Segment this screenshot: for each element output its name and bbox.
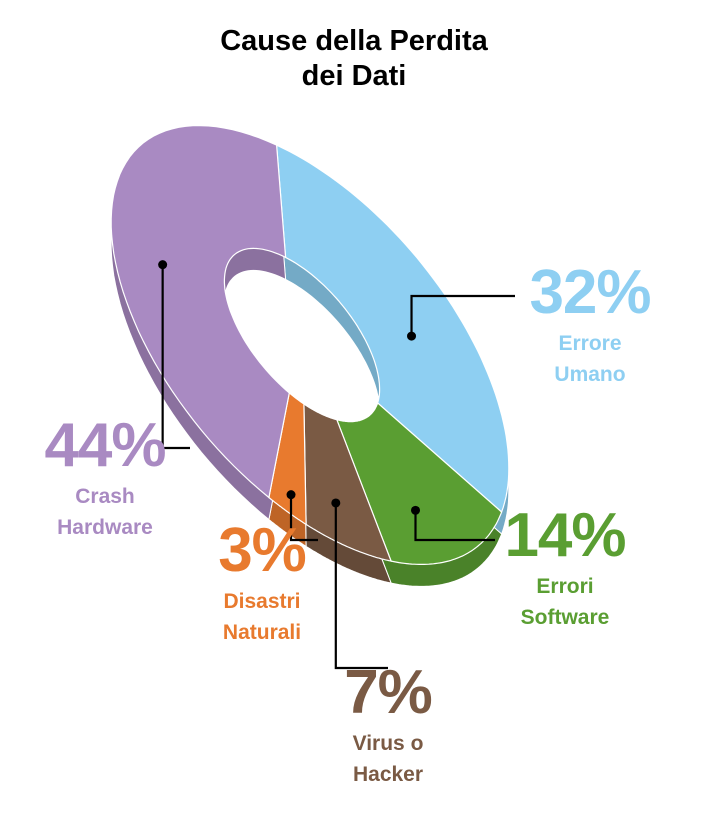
value-label: 7% — [344, 658, 433, 727]
category-label: Disastri Naturali — [222, 590, 302, 644]
leader-line — [161, 264, 190, 450]
category-label: Crash Hardware — [57, 485, 153, 539]
category-label: Errori Software — [520, 575, 610, 629]
leader-line — [334, 502, 388, 670]
value-label: 14% — [504, 501, 626, 570]
leader-line — [414, 510, 495, 542]
leader-dot — [286, 490, 296, 500]
leader-line — [410, 294, 515, 337]
leader-dot — [407, 331, 417, 341]
slice — [110, 124, 290, 499]
leader-line — [289, 494, 318, 542]
leader-dot — [410, 505, 420, 515]
category-label: Virus o Hacker — [352, 732, 424, 786]
value-label: 44% — [44, 411, 166, 480]
donut-top — [110, 124, 510, 565]
category-label: Errore Umano — [554, 332, 626, 386]
leader-dot — [331, 498, 341, 508]
chart-title: Cause della Perdita dei Dati — [220, 25, 488, 92]
value-label: 3% — [218, 516, 307, 585]
value-label: 32% — [529, 258, 651, 327]
leader-dot — [158, 260, 168, 270]
